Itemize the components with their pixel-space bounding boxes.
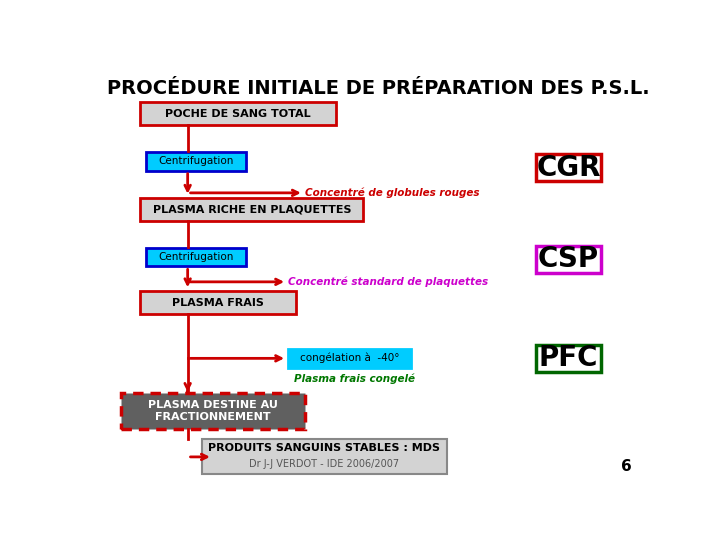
FancyBboxPatch shape — [536, 154, 600, 181]
Text: Concentré de globules rouges: Concentré de globules rouges — [305, 187, 480, 198]
Text: PFC: PFC — [539, 344, 598, 372]
FancyBboxPatch shape — [288, 349, 411, 368]
Text: PRODUITS SANGUINS STABLES : MDS: PRODUITS SANGUINS STABLES : MDS — [208, 443, 441, 453]
Text: Centrifugation: Centrifugation — [158, 252, 234, 262]
FancyBboxPatch shape — [140, 292, 297, 314]
Text: congélation à  -40°: congélation à -40° — [300, 353, 399, 363]
Text: Dr J-J VERDOT - IDE 2006/2007: Dr J-J VERDOT - IDE 2006/2007 — [249, 459, 400, 469]
FancyBboxPatch shape — [536, 345, 600, 372]
FancyBboxPatch shape — [140, 102, 336, 125]
Text: PLASMA RICHE EN PLAQUETTES: PLASMA RICHE EN PLAQUETTES — [153, 204, 351, 214]
FancyBboxPatch shape — [140, 198, 364, 221]
FancyBboxPatch shape — [121, 393, 305, 429]
Text: Concentré standard de plaquettes: Concentré standard de plaquettes — [288, 276, 488, 287]
Text: Centrifugation: Centrifugation — [158, 157, 234, 166]
Text: Plasma frais congelé: Plasma frais congelé — [294, 374, 415, 384]
Text: POCHE DE SANG TOTAL: POCHE DE SANG TOTAL — [165, 109, 311, 119]
FancyBboxPatch shape — [145, 152, 246, 171]
FancyBboxPatch shape — [202, 439, 447, 474]
Text: CGR: CGR — [536, 154, 600, 182]
Text: PLASMA DESTINE AU
FRACTIONNEMENT: PLASMA DESTINE AU FRACTIONNEMENT — [148, 400, 278, 422]
Text: 6: 6 — [621, 460, 631, 474]
Text: CSP: CSP — [538, 245, 599, 273]
FancyBboxPatch shape — [145, 248, 246, 266]
Text: PROCÉDURE INITIALE DE PRÉPARATION DES P.S.L.: PROCÉDURE INITIALE DE PRÉPARATION DES P.… — [107, 79, 649, 98]
FancyBboxPatch shape — [536, 246, 600, 273]
Text: PLASMA FRAIS: PLASMA FRAIS — [172, 298, 264, 308]
